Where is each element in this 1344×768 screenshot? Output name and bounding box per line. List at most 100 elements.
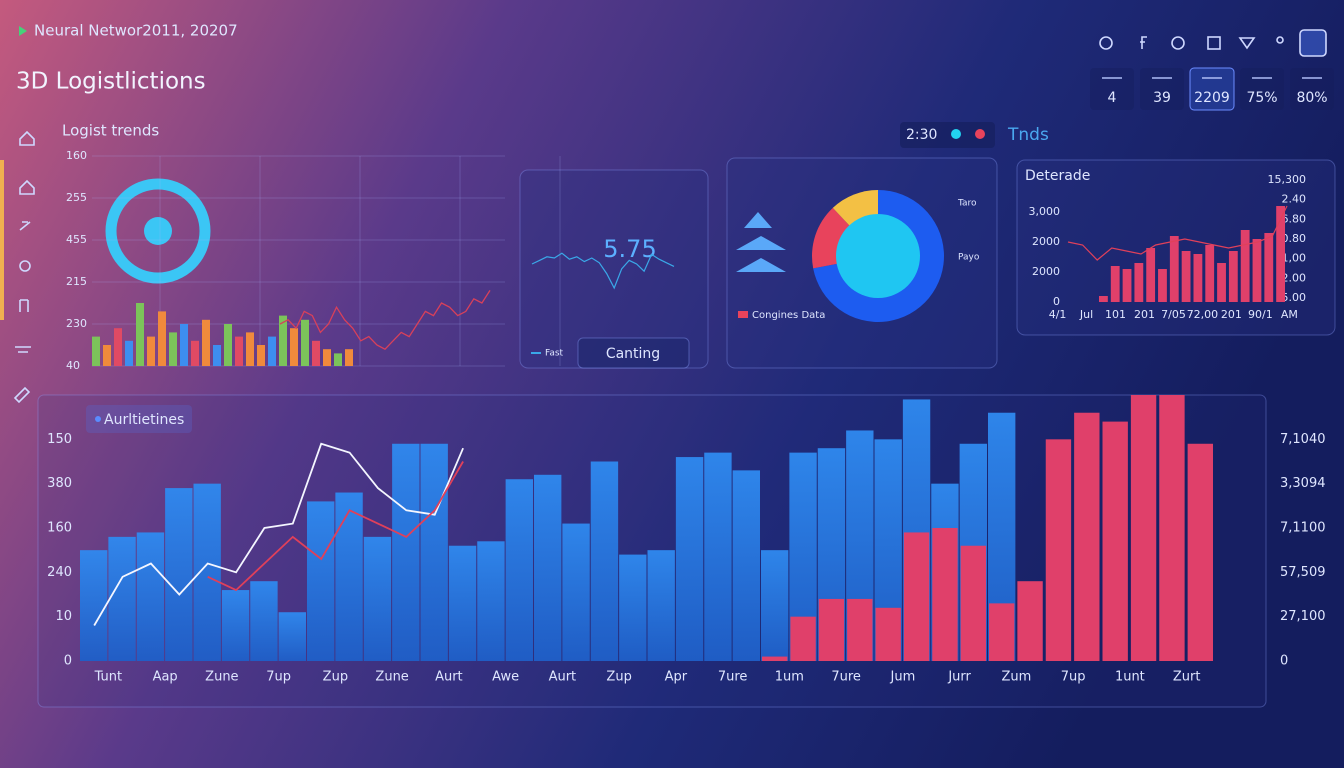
bar <box>165 488 193 661</box>
y2-tick-label: 6.80 <box>1282 212 1307 225</box>
sidebar <box>0 130 35 404</box>
y-tick-label: 40 <box>66 359 80 372</box>
chart-title: Logist trends <box>62 122 159 140</box>
nav-tools[interactable] <box>13 386 31 404</box>
y2-tick-label: 27,100 <box>1280 609 1326 624</box>
bar <box>1110 266 1120 302</box>
kpi-box <box>1240 68 1284 110</box>
bar <box>1146 248 1156 302</box>
bar <box>989 603 1015 661</box>
ring-decoration <box>105 178 211 284</box>
bar <box>675 457 704 661</box>
x-tick-label: 7up <box>266 670 291 685</box>
bar <box>1217 263 1226 302</box>
bar <box>790 616 816 661</box>
nav-dashboard[interactable] <box>19 179 35 195</box>
bar <box>1102 421 1128 661</box>
y2-tick-label: 0.80 <box>1282 232 1307 245</box>
bar <box>323 349 331 366</box>
bar <box>312 340 320 366</box>
title-chip <box>86 405 192 433</box>
filter-icon[interactable] <box>1238 37 1256 50</box>
x-tick-label: Aurt <box>549 670 577 685</box>
x-tick-label: 7/05 <box>1161 308 1186 321</box>
bar <box>363 536 392 661</box>
nav-settings[interactable] <box>15 346 31 353</box>
bar <box>448 545 477 661</box>
stack-icon <box>736 212 786 272</box>
legend-swatch <box>738 311 748 318</box>
bar <box>193 483 221 661</box>
x-tick-label: 7up <box>1061 670 1086 685</box>
lock-icon[interactable] <box>1299 29 1327 57</box>
facebook-icon[interactable] <box>1140 36 1147 49</box>
annotation: Taro <box>957 199 977 209</box>
bar <box>477 541 505 661</box>
bar <box>169 332 177 366</box>
x-tick-label: 72,00 <box>1187 308 1219 321</box>
y-tick-label: 240 <box>47 565 72 580</box>
sidebar-indicator <box>0 160 4 320</box>
legend-label: Tnds <box>1007 125 1049 145</box>
bar <box>875 607 901 661</box>
bar <box>534 474 562 661</box>
x-tick-label: Tunt <box>94 670 123 685</box>
pie-center <box>836 214 920 298</box>
bar <box>224 324 232 366</box>
x-tick-label: 1um <box>775 670 804 685</box>
bar <box>1276 206 1285 302</box>
kpi-row: 4 39 2209 75% 80% <box>1090 67 1334 111</box>
x-tick-label: 7ure <box>831 670 861 685</box>
bar <box>420 443 448 661</box>
bar <box>505 479 533 661</box>
legend-dot <box>975 129 985 139</box>
bar <box>1193 254 1203 302</box>
y-tick-label: 10 <box>55 609 72 624</box>
legend-label: Fast <box>545 349 564 359</box>
bar <box>847 598 873 661</box>
nav-pages[interactable] <box>19 299 29 312</box>
x-tick-label: Zune <box>205 670 238 685</box>
y-tick-label: 230 <box>66 317 87 330</box>
kpi-box <box>1290 68 1334 110</box>
y2-tick-label: 3,3094 <box>1280 476 1326 491</box>
kpi-box <box>1090 68 1134 110</box>
nav-data[interactable] <box>19 260 31 272</box>
bar <box>762 656 788 661</box>
y-tick-label: 0 <box>64 654 72 669</box>
bar <box>180 324 188 366</box>
chart-title: Deterade <box>1025 168 1090 184</box>
bar <box>1158 269 1167 302</box>
x-tick-label: Jul <box>1079 308 1093 321</box>
bar <box>1240 230 1250 302</box>
nav-home[interactable] <box>19 130 35 146</box>
bar <box>278 612 306 661</box>
y2-tick-label: 15,300 <box>1268 173 1307 186</box>
canting-button[interactable] <box>577 337 690 369</box>
trend-line <box>279 290 491 351</box>
bar <box>235 336 243 366</box>
y-tick-label: 455 <box>66 233 87 246</box>
x-tick-label: Zup <box>606 670 631 685</box>
x-tick-label: 101 <box>1105 308 1126 321</box>
nav-edit[interactable] <box>19 221 31 231</box>
bar <box>1099 296 1108 302</box>
bar <box>960 545 986 661</box>
y2-tick-label: 0 <box>1280 654 1288 669</box>
legend-box <box>900 122 995 148</box>
kpi-value: 4 <box>1108 90 1117 106</box>
kpi-value: 39 <box>1153 90 1171 106</box>
sparkline <box>531 252 675 290</box>
y-tick-label: 3,000 <box>1029 205 1061 218</box>
legend-label: Congines Data <box>752 310 825 321</box>
bar <box>704 452 732 661</box>
grid-icon[interactable] <box>1207 36 1221 50</box>
status-icon <box>19 26 27 36</box>
bar <box>619 554 647 661</box>
clock-icon[interactable] <box>1171 36 1185 50</box>
power-icon[interactable] <box>1099 36 1113 50</box>
bar <box>1205 245 1215 302</box>
user-icon[interactable] <box>1276 36 1284 44</box>
y-tick-label: 150 <box>47 432 72 447</box>
